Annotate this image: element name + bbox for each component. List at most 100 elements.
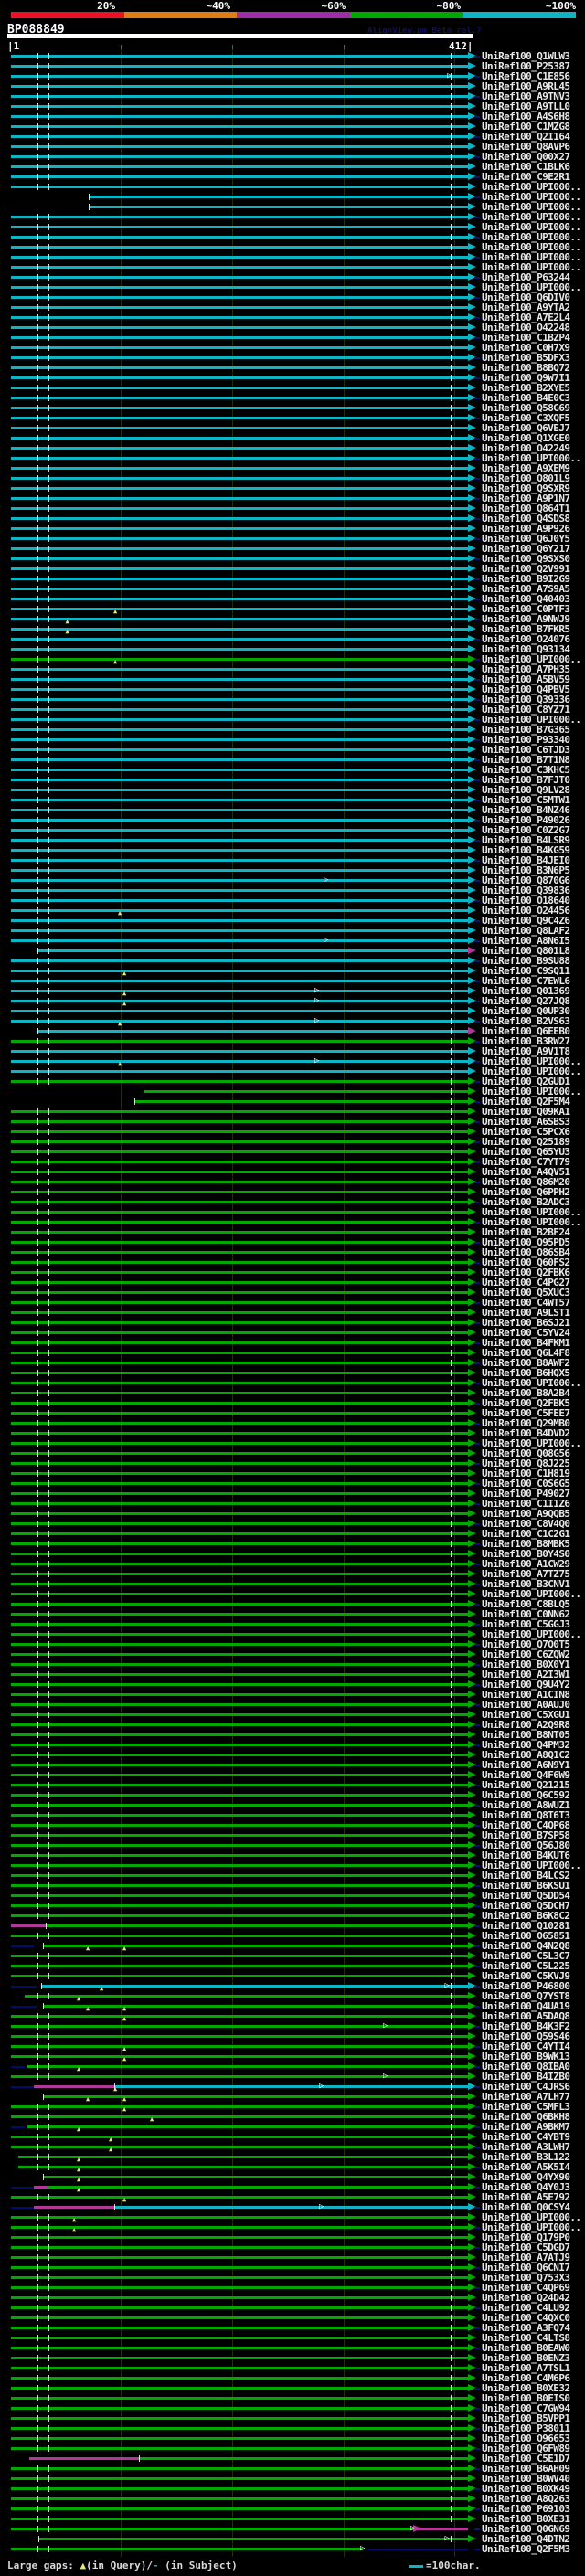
label-connector	[474, 56, 480, 58]
alignment-segment	[11, 839, 468, 842]
alignment-segment	[11, 1271, 468, 1274]
query-gap-marker-icon: ▲	[118, 909, 122, 917]
alignment-row: UniRef100_C0S6G5	[0, 1479, 585, 1489]
tick-mark	[451, 495, 452, 502]
arrow-head	[468, 62, 476, 69]
tick-mark	[37, 737, 38, 743]
arrow-head	[468, 1992, 476, 1999]
subject-id-label: UniRef100_Q27JQ8	[482, 995, 570, 1007]
arrow-head	[468, 1670, 476, 1678]
tick-mark	[89, 204, 90, 210]
arrow-head	[468, 826, 476, 833]
alignment-segment	[11, 2487, 468, 2490]
query-gap-marker-icon: ▲	[77, 2156, 81, 2163]
subject-id-label: UniRef100_Q5DCH7	[482, 1900, 570, 1912]
ruler-tick-200	[232, 45, 233, 52]
alignment-row: UniRef100_Q6VEJ7	[0, 423, 585, 433]
tick-mark	[451, 716, 452, 723]
tick-mark	[37, 345, 38, 351]
alignment-row: ▲ UniRef100_C9SQ11	[0, 966, 585, 977]
tick-mark	[37, 2224, 38, 2231]
tick-mark	[451, 867, 452, 874]
tick-mark	[48, 2033, 49, 2040]
tick-mark	[451, 2496, 452, 2502]
arrow-head	[468, 2485, 476, 2492]
ruler-tick-100	[121, 45, 122, 52]
alignment-row: UniRef100_Q7Q0T5	[0, 1639, 585, 1649]
subject-id-label: UniRef100_Q4Y0J3	[482, 2181, 570, 2193]
subject-id-label: UniRef100_A8WUZ1	[482, 1799, 570, 1811]
tick-mark	[48, 1822, 49, 1829]
tick-mark	[37, 1772, 38, 1778]
tick-mark	[451, 1400, 452, 1406]
arrow-head	[468, 2153, 476, 2160]
subject-id-label: UniRef100_Q864T1	[482, 503, 570, 514]
tick-mark	[48, 505, 49, 512]
subject-id-label: UniRef100_UPI000..	[482, 1377, 581, 1389]
alignment-row: ▷ UniRef100_B4IZB0	[0, 2072, 585, 2082]
arrow-head	[468, 2354, 476, 2361]
subject-id-label: UniRef100_C5GGJ3	[482, 1618, 570, 1630]
arrow-head	[468, 1208, 476, 1215]
tick-mark	[37, 807, 38, 813]
arrow-head	[468, 1309, 476, 1316]
alignment-row: UniRef100_B0XE32	[0, 2383, 585, 2393]
subject-id-label: UniRef100_C4LU92	[482, 2302, 570, 2314]
tick-mark	[43, 2174, 44, 2180]
arrow-head	[468, 514, 476, 522]
tick-mark	[48, 244, 49, 250]
subject-id-label: UniRef100_C1BZP4	[482, 332, 570, 344]
query-gap-marker-icon: ▲	[118, 1060, 122, 1067]
alignment-row: ▲ UniRef100_UPI000..	[0, 654, 585, 665]
alignment-row: ▲ UniRef100_UPI000..	[0, 2222, 585, 2233]
tick-mark	[37, 1792, 38, 1798]
tick-mark	[451, 676, 452, 683]
alignment-row: UniRef100_B2BF24	[0, 1227, 585, 1237]
arrow-head	[468, 575, 476, 582]
tick-mark	[451, 455, 452, 461]
tick-mark	[37, 1872, 38, 1879]
tick-mark	[451, 917, 452, 924]
tick-mark	[37, 2475, 38, 2482]
tick-mark	[48, 1852, 49, 1859]
subject-id-label: UniRef100_B9WK13	[482, 2051, 570, 2062]
subject-id-label: UniRef100_C5XGU1	[482, 1709, 570, 1721]
label-connector	[474, 2227, 480, 2229]
tick-mark	[48, 1591, 49, 1597]
arrow-head	[468, 153, 476, 160]
arrow-head	[468, 1047, 476, 1055]
label-connector	[474, 1724, 480, 1726]
alignment-row: UniRef100_C3XQF5	[0, 413, 585, 423]
alignment-segment	[11, 2296, 468, 2299]
tick-mark	[37, 2144, 38, 2150]
subject-id-label: UniRef100_A0AUJ0	[482, 1699, 570, 1711]
label-connector	[474, 418, 480, 419]
tick-mark	[451, 515, 452, 522]
join-arrow-icon: ▷	[314, 986, 320, 995]
tick-mark	[48, 143, 49, 150]
tick-mark	[451, 1108, 452, 1115]
subject-id-label: UniRef100_C5KVJ9	[482, 1970, 570, 1982]
tick-mark	[48, 626, 49, 632]
label-connector	[474, 2126, 480, 2128]
tick-mark	[451, 1742, 452, 1748]
alignment-segment	[11, 537, 468, 540]
tick-mark	[451, 2254, 452, 2261]
alignment-segment	[11, 1965, 468, 1967]
alignment-segment	[11, 1301, 468, 1304]
alignment-row: UniRef100_UPI000..	[0, 242, 585, 252]
subject-id-label: UniRef100_Q4F6W9	[482, 1769, 570, 1781]
label-connector	[474, 1925, 480, 1927]
subject-id-label: UniRef100_Q40403	[482, 593, 570, 605]
tick-mark	[48, 1882, 49, 1889]
tick-mark	[37, 1390, 38, 1396]
tick-mark	[37, 164, 38, 170]
tick-mark	[37, 1762, 38, 1768]
alignment-segment	[11, 2477, 468, 2480]
alignment-row: UniRef100_C8V4Q0	[0, 1519, 585, 1529]
tick-mark	[451, 53, 452, 59]
tick-mark	[37, 2385, 38, 2391]
alignment-row: UniRef100_Q56J80	[0, 1840, 585, 1850]
query-gap-marker-icon: ▲	[77, 2125, 81, 2133]
tick-mark	[37, 2274, 38, 2281]
